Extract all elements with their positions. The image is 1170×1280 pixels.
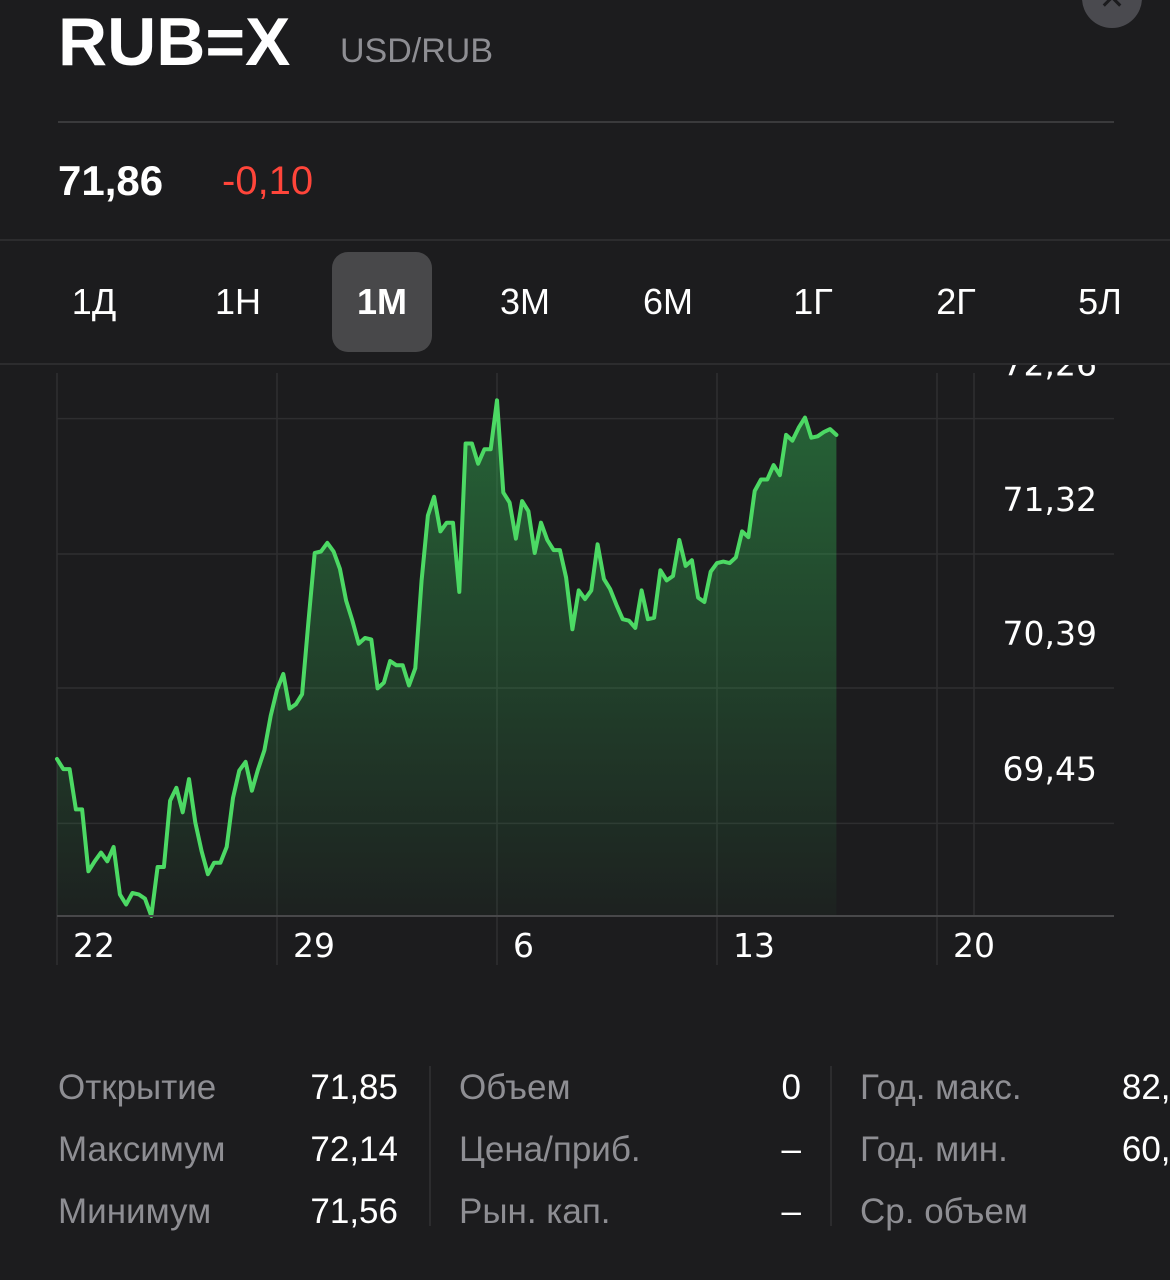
stat-value: –	[781, 1192, 801, 1231]
divider	[0, 239, 1170, 241]
stat-row: Максимум 72,14	[58, 1122, 398, 1178]
stat-label: Минимум	[58, 1192, 212, 1231]
divider	[0, 363, 1170, 365]
x-tick-label: 13	[733, 926, 775, 965]
stat-value: 60,8	[1121, 1130, 1170, 1169]
range-tab[interactable]: 3М	[499, 281, 550, 322]
x-tick-label: 22	[73, 926, 115, 965]
price-chart[interactable]: 72,26 71,32 70,39 69,45 22 29 6 13 20	[0, 365, 1170, 975]
stat-value: 71,56	[310, 1192, 398, 1231]
range-tab[interactable]: 5Л	[1078, 281, 1122, 322]
x-tick-label: 6	[513, 926, 534, 965]
stat-row: Цена/приб. –	[459, 1122, 801, 1178]
stat-label: Год. мин.	[860, 1130, 1008, 1169]
ticker-name: USD/RUB	[340, 32, 494, 70]
x-tick-label: 20	[953, 926, 995, 965]
range-tab[interactable]: 1Н	[214, 281, 262, 322]
stat-label: Рын. кап.	[459, 1192, 611, 1231]
stat-label: Год. макс.	[860, 1068, 1022, 1107]
y-tick-label: 71,32	[1003, 480, 1097, 519]
column-divider	[429, 1066, 431, 1226]
stat-value: 0	[781, 1068, 801, 1107]
range-tab[interactable]: 1Г	[793, 281, 833, 322]
stat-row: Минимум 71,56	[58, 1184, 398, 1240]
ticker-symbol: RUB=X	[58, 4, 291, 80]
column-divider	[830, 1066, 832, 1226]
stat-label: Цена/приб.	[459, 1130, 641, 1169]
stat-label: Максимум	[58, 1130, 226, 1169]
stat-row: Объем 0	[459, 1060, 801, 1116]
stat-row: Ср. объем	[860, 1184, 1170, 1240]
range-tab[interactable]: 6М	[642, 281, 693, 322]
range-tab[interactable]: 1М	[332, 252, 432, 352]
stat-row: Открытие 71,85	[58, 1060, 398, 1116]
range-tab[interactable]: 2Г	[936, 281, 976, 322]
stat-row: Год. макс. 82,0	[860, 1060, 1170, 1116]
divider	[58, 121, 1114, 123]
stat-label: Открытие	[58, 1068, 217, 1107]
current-price: 71,86	[58, 157, 164, 204]
y-tick-label: 69,45	[1003, 749, 1097, 788]
close-icon[interactable]: ✕	[1082, 0, 1142, 28]
stat-label: Объем	[459, 1068, 571, 1107]
stat-row: Год. мин. 60,8	[860, 1122, 1170, 1178]
stat-value: –	[781, 1130, 801, 1169]
price-change: -0,10	[222, 159, 314, 203]
stat-value: 72,14	[310, 1130, 398, 1169]
stat-label: Ср. объем	[860, 1192, 1028, 1231]
series-line	[55, 398, 839, 918]
range-tab[interactable]: 1Д	[71, 281, 117, 322]
y-tick-label: 70,39	[1003, 614, 1097, 653]
x-tick-label: 29	[293, 926, 335, 965]
y-tick-label: 72,26	[1003, 365, 1097, 384]
stat-row: Рын. кап. –	[459, 1184, 801, 1240]
stat-value: 71,85	[310, 1068, 398, 1107]
stat-value: 82,0	[1121, 1068, 1170, 1107]
series-area	[57, 400, 837, 916]
